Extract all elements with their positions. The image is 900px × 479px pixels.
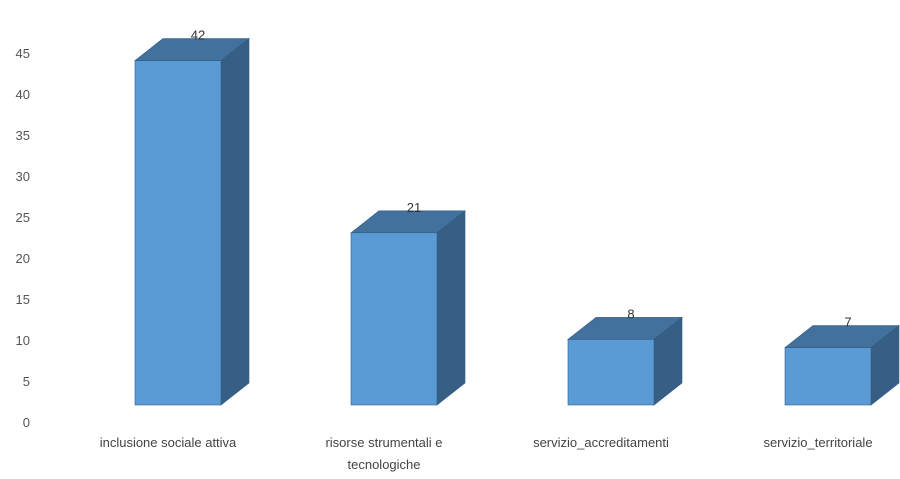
bar: 8 — [567, 306, 683, 406]
bar: 42 — [134, 28, 250, 406]
bar-front-face — [350, 232, 438, 406]
y-tick-label: 30 — [16, 169, 30, 184]
y-tick-label: 20 — [16, 251, 30, 266]
bar-front-face — [134, 60, 222, 406]
category-label: inclusione sociale attiva — [100, 435, 237, 450]
category-label: tecnologiche — [348, 457, 421, 472]
data-label: 7 — [844, 315, 851, 330]
category-label: servizio_accreditamenti — [533, 435, 669, 450]
bar-side-face — [436, 210, 466, 406]
y-tick-label: 10 — [16, 333, 30, 348]
category-label: risorse strumentali e — [325, 435, 442, 450]
data-label: 42 — [191, 28, 205, 43]
bar-front-face — [784, 347, 872, 406]
x-axis: inclusione sociale attiva risorse strumen… — [100, 435, 873, 472]
bar-series: 42 21 8 7 — [134, 28, 900, 406]
bar-front-face — [567, 339, 655, 406]
bar: 21 — [350, 200, 466, 406]
y-tick-label: 40 — [16, 87, 30, 102]
y-tick-label: 0 — [23, 415, 30, 430]
bar: 7 — [784, 315, 900, 406]
y-tick-label: 35 — [16, 128, 30, 143]
data-label: 21 — [407, 200, 421, 215]
category-label: servizio_territoriale — [763, 435, 872, 450]
data-label: 8 — [627, 306, 634, 321]
y-tick-label: 5 — [23, 374, 30, 389]
y-axis: 0 5 10 15 20 25 30 35 40 45 — [16, 46, 30, 430]
bar-side-face — [220, 37, 250, 406]
y-tick-label: 15 — [16, 292, 30, 307]
y-tick-label: 25 — [16, 210, 30, 225]
y-tick-label: 45 — [16, 46, 30, 61]
